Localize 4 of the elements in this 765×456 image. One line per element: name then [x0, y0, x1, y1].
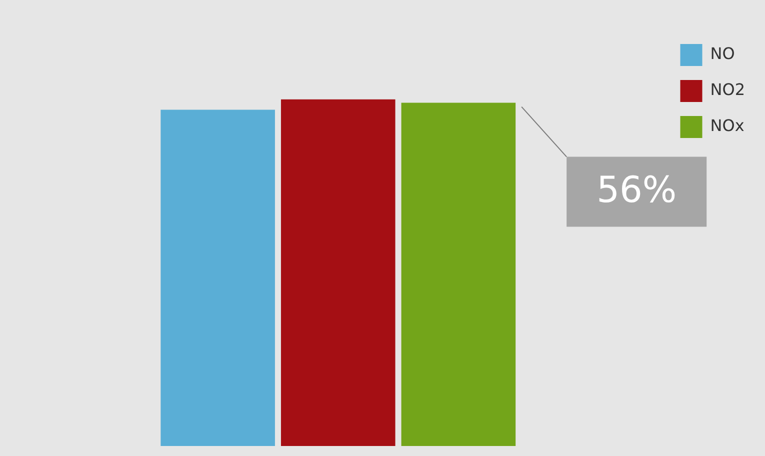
legend-label: NO2	[710, 80, 746, 100]
legend-label: NOx	[710, 116, 744, 136]
text: 56%	[596, 170, 677, 212]
legend-label: NO	[710, 44, 735, 64]
